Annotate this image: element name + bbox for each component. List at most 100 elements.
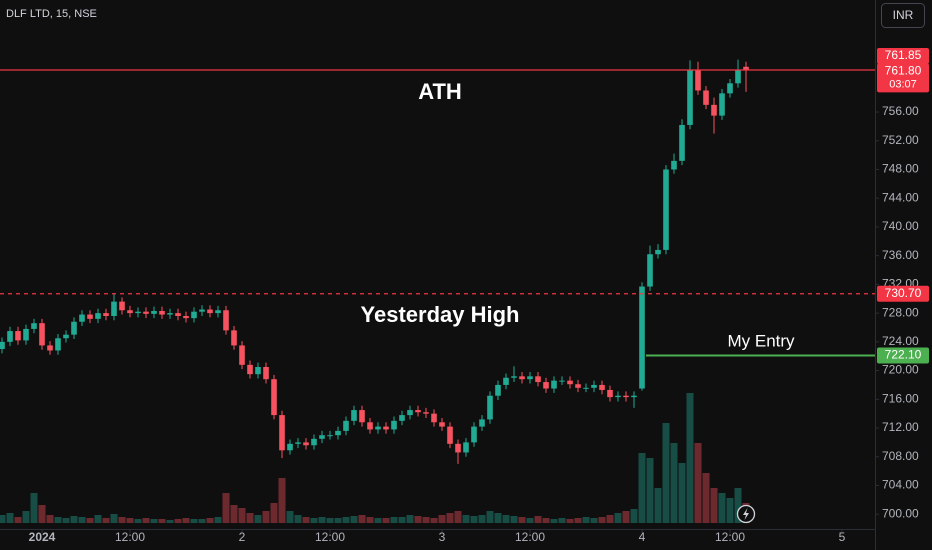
candle-body bbox=[719, 93, 725, 116]
volume-bar bbox=[598, 517, 606, 523]
volume-bar bbox=[422, 517, 430, 523]
candle-body bbox=[231, 330, 237, 346]
candle-body bbox=[679, 124, 685, 161]
candle-body bbox=[623, 395, 629, 398]
volume-bar bbox=[694, 443, 702, 523]
candle-body bbox=[511, 376, 517, 378]
volume-bar bbox=[654, 488, 662, 523]
volume-bar bbox=[0, 515, 6, 523]
volume-bar bbox=[646, 458, 654, 523]
volume-bar bbox=[398, 517, 406, 523]
volume-bar bbox=[470, 516, 478, 523]
volume-bar bbox=[502, 515, 510, 523]
candle-body bbox=[407, 410, 413, 416]
candle-body bbox=[535, 376, 541, 383]
candle-body bbox=[527, 376, 533, 380]
volume-bar bbox=[94, 515, 102, 523]
candle-body bbox=[431, 413, 437, 423]
volume-bar bbox=[638, 453, 646, 523]
volume-bar bbox=[526, 518, 534, 523]
candle-body bbox=[287, 443, 293, 451]
y-tick-label: 716.00 bbox=[882, 391, 919, 405]
volume-bar bbox=[366, 517, 374, 523]
candle-body bbox=[111, 301, 117, 316]
candle-body bbox=[399, 415, 405, 421]
volume-bar bbox=[478, 515, 486, 523]
volume-bar bbox=[358, 515, 366, 523]
volume-bar bbox=[734, 488, 742, 523]
volume-bar bbox=[430, 518, 438, 523]
volume-bar bbox=[150, 519, 158, 523]
x-tick-label: 12:00 bbox=[515, 530, 545, 544]
candle-body bbox=[31, 323, 37, 329]
volume-bar bbox=[438, 515, 446, 523]
candle-body bbox=[415, 410, 421, 413]
y-tick-label: 724.00 bbox=[882, 334, 919, 348]
x-tick-label: 4 bbox=[639, 530, 646, 544]
candle-body bbox=[599, 384, 605, 390]
price-label: 761.85 bbox=[885, 48, 922, 62]
candle-body bbox=[15, 331, 21, 341]
volume-bar bbox=[262, 511, 270, 523]
candle-body bbox=[671, 160, 677, 170]
volume-bar bbox=[230, 505, 238, 523]
candle-body bbox=[279, 415, 285, 451]
candle-body bbox=[551, 380, 557, 389]
candle-body bbox=[391, 420, 397, 430]
candle-body bbox=[55, 338, 61, 351]
volume-bar bbox=[198, 519, 206, 523]
countdown: 03:07 bbox=[889, 78, 917, 90]
volume-bar bbox=[86, 518, 94, 523]
volume-bar bbox=[310, 518, 318, 523]
candle-body bbox=[711, 104, 717, 116]
currency-button[interactable] bbox=[881, 3, 925, 28]
candle-body bbox=[63, 334, 69, 339]
volume-bar bbox=[38, 505, 46, 523]
x-tick-label: 2024 bbox=[29, 530, 56, 544]
volume-bar bbox=[190, 519, 198, 523]
candle-body bbox=[327, 435, 333, 437]
candle-body bbox=[543, 382, 549, 389]
candle-body bbox=[263, 366, 269, 380]
candle-body bbox=[559, 380, 565, 382]
volume-bar bbox=[390, 517, 398, 523]
volume-bar bbox=[182, 518, 190, 523]
candle-body bbox=[567, 380, 573, 385]
volume-bar bbox=[334, 518, 342, 523]
volume-bar bbox=[574, 518, 582, 523]
candle-body bbox=[103, 313, 109, 316]
volume-bar bbox=[414, 516, 422, 523]
volume-bar bbox=[350, 516, 358, 523]
volume-bar bbox=[158, 519, 166, 523]
candle-body bbox=[647, 254, 653, 287]
candle-body bbox=[0, 341, 5, 350]
price-label-box bbox=[877, 347, 929, 364]
currency[interactable]: INR bbox=[893, 8, 914, 22]
volume-bar bbox=[214, 517, 222, 523]
candle-body bbox=[487, 395, 493, 420]
volume-bar bbox=[174, 519, 182, 523]
volume-bar bbox=[374, 518, 382, 523]
volume-bar bbox=[670, 443, 678, 523]
annotation: My Entry bbox=[727, 331, 795, 350]
candle-body bbox=[223, 310, 229, 331]
candle-body bbox=[207, 309, 213, 314]
volume-bar bbox=[494, 513, 502, 523]
volume-bar bbox=[550, 519, 558, 523]
volume-bar bbox=[54, 517, 62, 523]
volume-bar bbox=[78, 517, 86, 523]
volume-bar bbox=[614, 513, 622, 523]
candle-body bbox=[303, 442, 309, 446]
y-tick-label: 740.00 bbox=[882, 219, 919, 233]
candle-body bbox=[215, 310, 221, 314]
volume-bar bbox=[326, 518, 334, 523]
icon bbox=[743, 508, 749, 520]
volume-bar bbox=[662, 423, 670, 523]
candle-body bbox=[663, 169, 669, 250]
volume-bar bbox=[510, 516, 518, 523]
volume-bar bbox=[126, 518, 134, 523]
x-tick-label: 5 bbox=[839, 530, 846, 544]
candle-body bbox=[79, 314, 85, 322]
